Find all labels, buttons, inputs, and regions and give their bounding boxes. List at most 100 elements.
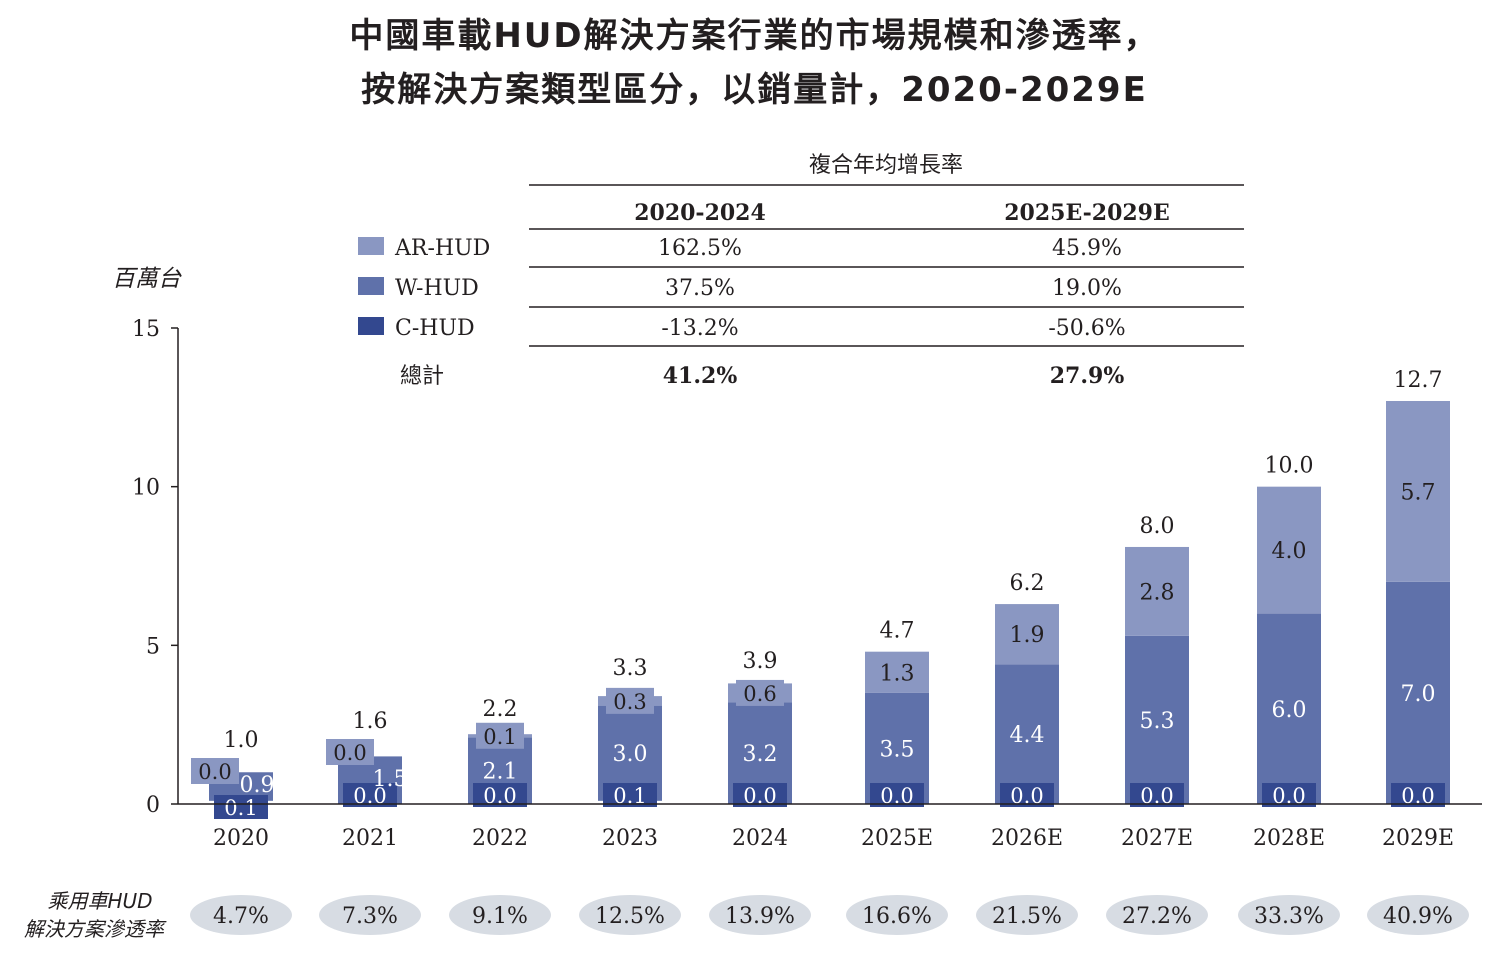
ar-hud-value-label: 1.9: [1010, 623, 1045, 648]
cagr-value: 19.0%: [1052, 276, 1122, 301]
ar-hud-value-label: 0.1: [483, 725, 516, 749]
cagr-total-value: 41.2%: [663, 363, 738, 389]
ar-hud-value-label: 5.7: [1401, 480, 1436, 505]
penetration-pill: [1367, 895, 1469, 935]
bar-w-hud-2027E: [1125, 635, 1189, 804]
penetration-value: 21.5%: [992, 904, 1062, 929]
bar-c-hud-2020: [214, 795, 268, 819]
bar-ar-hud-2020: [191, 758, 239, 784]
legend-label: W-HUD: [395, 276, 479, 301]
w-hud-value-label: 0.9: [240, 773, 275, 798]
cagr-value: 37.5%: [665, 276, 735, 301]
ar-hud-value-label: 4.0: [1272, 539, 1307, 564]
w-hud-value-label: 5.3: [1140, 709, 1175, 734]
penetration-value: 9.1%: [472, 904, 528, 929]
ar-hud-value-label: 1.3: [880, 661, 915, 686]
bar-c-hud-2025E: [870, 783, 924, 807]
bar-total-label: 8.0: [1140, 514, 1175, 539]
cagr-total-label: 總計: [400, 364, 444, 389]
penetration-pill: [846, 895, 948, 935]
penetration-pill: [976, 895, 1078, 935]
cagr-value: 162.5%: [658, 236, 742, 261]
bar-total-label: 3.3: [613, 656, 648, 681]
penetration-value: 27.2%: [1122, 904, 1192, 929]
x-tick-label: 2023: [602, 826, 658, 851]
penetration-pill: [319, 895, 421, 935]
penetration-value: 40.9%: [1383, 904, 1453, 929]
bar-ar-hud-2025E: [865, 651, 929, 693]
bar-c-hud-2023: [603, 783, 657, 807]
w-hud-value-label: 6.0: [1272, 698, 1307, 723]
x-tick-label: 2022: [472, 826, 528, 851]
bar-ar-hud-2029E: [1386, 400, 1450, 582]
y-tick-label: 10: [132, 476, 160, 501]
ar-hud-value-label: 0.0: [333, 741, 366, 765]
w-hud-value-label: 3.2: [743, 742, 778, 767]
cagr-table-title: 複合年均增長率: [809, 153, 963, 178]
bar-c-hud-2027E: [1130, 783, 1184, 807]
penetration-pill: [1238, 895, 1340, 935]
w-hud-value-label: 2.1: [483, 760, 518, 785]
w-hud-value-label: 3.0: [613, 742, 648, 767]
y-axis-unit-label: 百萬台: [112, 266, 182, 292]
bar-ar-hud-tag-2022: [476, 722, 524, 749]
penetration-label: 乘用車HUD: [47, 889, 152, 913]
penetration-value: 16.6%: [862, 904, 932, 929]
cagr-total-value: 27.9%: [1050, 363, 1125, 389]
bar-total-label: 6.2: [1010, 571, 1045, 596]
ar-hud-value-label: 0.0: [198, 760, 231, 784]
bar-c-hud-2026E: [1000, 783, 1054, 807]
bar-c-hud-2029E: [1391, 783, 1445, 807]
bar-w-hud-2026E: [995, 664, 1059, 804]
bar-total-label: 3.9: [743, 649, 778, 674]
cagr-value: 45.9%: [1052, 236, 1122, 261]
bar-ar-hud-2028E: [1257, 486, 1321, 614]
cagr-value: -13.2%: [661, 316, 738, 341]
bar-ar-hud-tag-2024: [736, 679, 784, 706]
cagr-column-header: 2020-2024: [634, 200, 766, 226]
y-tick-label: 5: [146, 634, 160, 659]
legend-label: AR-HUD: [394, 236, 490, 261]
legend-swatch-w: [358, 277, 384, 295]
bar-c-hud-2028E: [1262, 783, 1316, 807]
bar-total-label: 1.0: [224, 728, 259, 753]
chart-title-line1: 中國車載HUD解決方案行業的市場規模和滲透率，: [349, 16, 1160, 56]
legend-swatch-ar: [358, 237, 384, 255]
penetration-value: 12.5%: [595, 904, 665, 929]
bar-c-hud-2024: [733, 783, 787, 807]
penetration-value: 13.9%: [725, 904, 795, 929]
cagr-value: -50.6%: [1048, 316, 1125, 341]
bar-total-label: 4.7: [880, 619, 915, 644]
x-tick-label: 2021: [342, 826, 398, 851]
x-tick-label: 2025E: [861, 826, 933, 851]
bar-w-hud-2028E: [1257, 613, 1321, 804]
bar-ar-hud-2027E: [1125, 546, 1189, 636]
legend-label: C-HUD: [395, 316, 475, 341]
penetration-label: 解決方案滲透率: [24, 917, 167, 941]
bar-total-label: 10.0: [1265, 454, 1314, 479]
cagr-column-header: 2025E-2029E: [1004, 200, 1170, 226]
y-tick-label: 0: [146, 793, 160, 818]
bar-w-hud-2029E: [1386, 581, 1450, 804]
w-hud-value-label: 1.5: [373, 767, 408, 792]
x-tick-label: 2029E: [1382, 826, 1454, 851]
penetration-value: 4.7%: [213, 904, 269, 929]
penetration-pill: [190, 895, 292, 935]
penetration-pill: [709, 895, 811, 935]
ar-hud-value-label: 2.8: [1140, 580, 1175, 605]
chart-title-line2: 按解決方案類型區分，以銷量計，2020-2029E: [361, 70, 1148, 110]
penetration-value: 7.3%: [342, 904, 398, 929]
w-hud-value-label: 4.4: [1010, 723, 1045, 748]
w-hud-value-label: 3.5: [880, 737, 915, 762]
penetration-pill: [449, 895, 551, 935]
ar-hud-value-label: 0.6: [743, 682, 776, 706]
c-hud-value-label: 0.1: [224, 796, 257, 820]
penetration-pill: [1106, 895, 1208, 935]
bar-total-label: 2.2: [483, 697, 518, 722]
w-hud-value-label: 7.0: [1401, 682, 1436, 707]
penetration-pill: [579, 895, 681, 935]
bar-total-label: 12.7: [1394, 368, 1443, 393]
bar-ar-hud-2026E: [995, 604, 1059, 665]
legend-swatch-c: [358, 317, 384, 335]
